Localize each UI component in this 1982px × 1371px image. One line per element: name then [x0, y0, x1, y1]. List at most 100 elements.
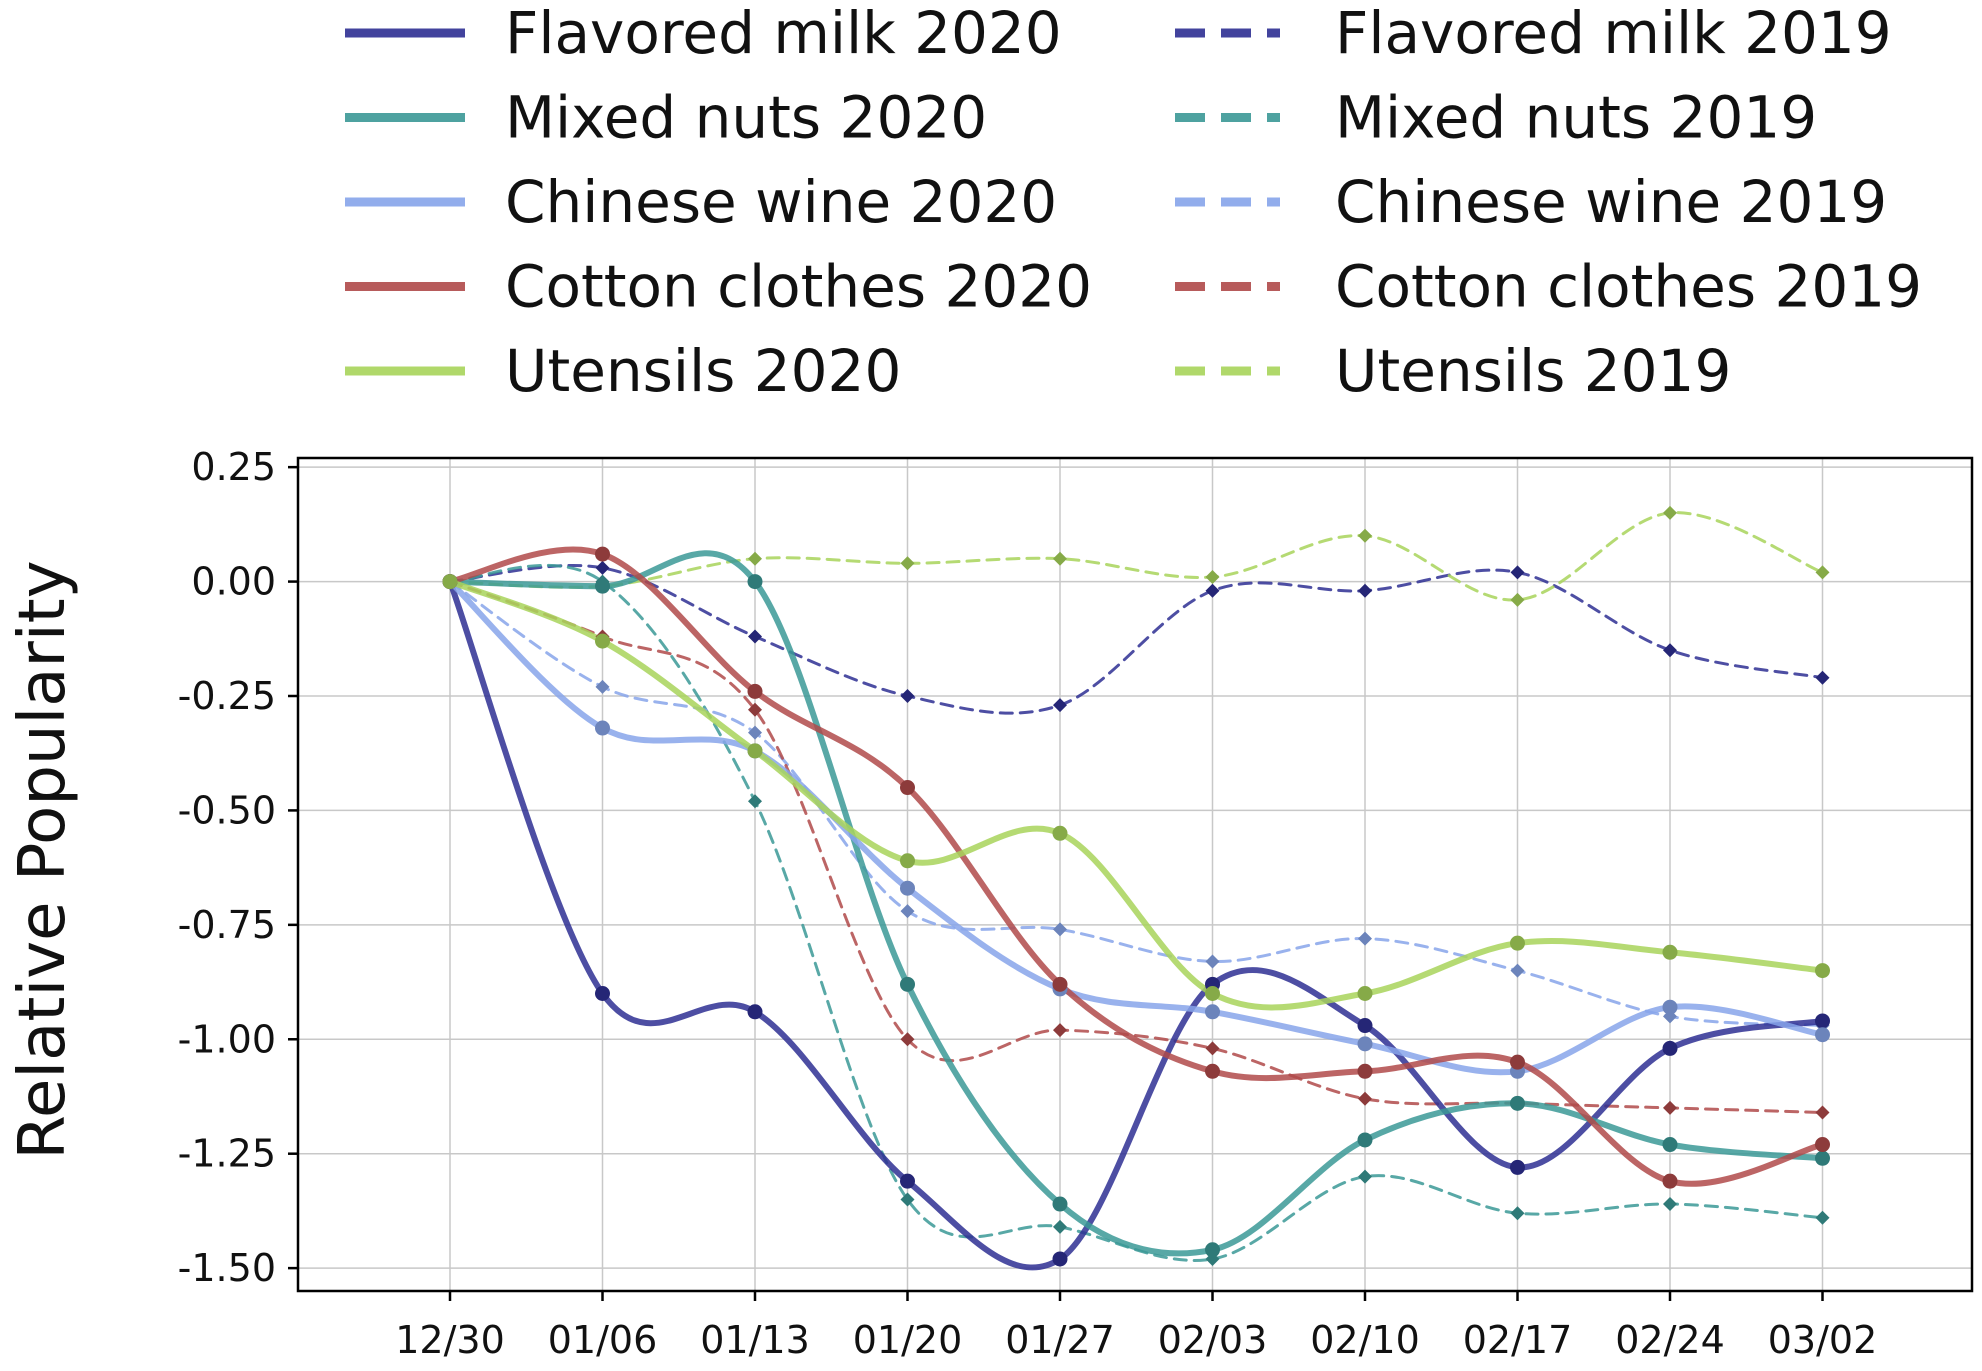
marker-cotton-clothes-2020-4 — [1052, 976, 1068, 992]
series-line-utensils-2020 — [447, 578, 1826, 1011]
marker-cotton-clothes-2019-9 — [1815, 1105, 1830, 1120]
marker-utensils-2019-2 — [748, 551, 762, 566]
marker-flavored-milk-2019-6 — [1358, 583, 1372, 598]
marker-flavored-milk-2019-1 — [595, 560, 610, 575]
x-tick-label: 03/02 — [1768, 1318, 1878, 1362]
marker-utensils-2019-9 — [1815, 565, 1830, 580]
marker-utensils-2020-4 — [1052, 825, 1068, 841]
y-tick-label: -1.50 — [178, 1246, 276, 1290]
legend-label-flavored-milk-2020: Flavored milk 2020 — [505, 0, 1062, 67]
marker-chinese-wine-2020-1 — [595, 720, 610, 736]
axes: 0.25 0.00 -0.25 -0.50 -0.75 -1.00 -1.25 -1.50 12… — [6, 445, 1974, 1362]
series-line-cotton-clothes-2020 — [447, 546, 1826, 1187]
marker-mixed-nuts-2019-7 — [1510, 1206, 1525, 1221]
series-line-flavored-milk-2019 — [448, 564, 1824, 715]
legend: Flavored milk 2020 Mixed nuts 2020 Chinese… — [345, 0, 1922, 405]
marker-flavored-milk-2020-9 — [1815, 1013, 1830, 1029]
marker-chinese-wine-2019-2 — [748, 725, 762, 740]
marker-cotton-clothes-2019-4 — [1053, 1023, 1067, 1038]
marker-cotton-clothes-2019-3 — [900, 1032, 915, 1047]
marker-utensils-2020-8 — [1662, 944, 1678, 960]
series-line-chinese-wine-2019 — [448, 580, 1824, 1027]
marker-flavored-milk-2019-4 — [1053, 698, 1067, 713]
series-line-utensils-2019 — [448, 511, 1824, 602]
grid — [298, 458, 1972, 1291]
marker-mixed-nuts-2020-6 — [1357, 1132, 1373, 1148]
marker-flavored-milk-2019-7 — [1510, 565, 1525, 580]
legend-label-utensils-2020: Utensils 2020 — [505, 337, 901, 405]
legend-label-chinese-wine-2020: Chinese wine 2020 — [505, 168, 1057, 236]
marker-mixed-nuts-2020-9 — [1815, 1150, 1830, 1166]
x-tick-label: 12/30 — [395, 1318, 505, 1362]
marker-cotton-clothes-2020-6 — [1357, 1063, 1373, 1079]
x-tick-label: 02/17 — [1463, 1318, 1573, 1362]
marker-cotton-clothes-2020-7 — [1510, 1054, 1525, 1070]
marker-flavored-milk-2020-1 — [595, 986, 610, 1001]
y-tick-label: 0.25 — [191, 445, 276, 489]
marker-mixed-nuts-2020-1 — [595, 578, 610, 594]
marker-chinese-wine-2020-5 — [1205, 1004, 1220, 1020]
marker-utensils-2020-2 — [747, 743, 763, 759]
marker-utensils-2020-6 — [1357, 986, 1373, 1001]
marker-cotton-clothes-2020-3 — [900, 780, 915, 796]
marker-cotton-clothes-2020-9 — [1815, 1137, 1830, 1153]
x-tick-label: 01/06 — [548, 1318, 658, 1362]
marker-flavored-milk-2020-7 — [1510, 1159, 1525, 1175]
marker-flavored-milk-2019-3 — [900, 689, 915, 703]
marker-flavored-milk-2019-5 — [1205, 583, 1220, 598]
plot-frame — [296, 456, 1974, 1293]
marker-mixed-nuts-2019-2 — [748, 794, 762, 809]
marker-chinese-wine-2019-6 — [1358, 931, 1372, 946]
marker-cotton-clothes-2020-8 — [1662, 1173, 1678, 1189]
legend-label-utensils-2019: Utensils 2019 — [1335, 337, 1731, 405]
marker-cotton-clothes-2019-8 — [1663, 1100, 1677, 1115]
marker-chinese-wine-2019-3 — [900, 904, 915, 919]
marker-mixed-nuts-2020-4 — [1052, 1196, 1068, 1212]
y-tick-label: -1.25 — [178, 1132, 276, 1176]
marker-chinese-wine-2020-3 — [900, 880, 915, 896]
marker-utensils-2019-8 — [1663, 505, 1677, 520]
series-line-flavored-milk-2020 — [447, 578, 1826, 1271]
marker-utensils-2020-7 — [1510, 935, 1525, 951]
marker-utensils-2019-4 — [1053, 551, 1067, 566]
marker-utensils-2020-3 — [900, 853, 915, 869]
y-tick-label: -0.25 — [178, 674, 276, 718]
marker-utensils-2020-5 — [1205, 986, 1220, 1001]
marker-mixed-nuts-2020-7 — [1510, 1095, 1525, 1111]
series-line-chinese-wine-2020 — [447, 578, 1826, 1076]
x-tick-label: 02/10 — [1310, 1318, 1420, 1362]
x-tick-label: 02/24 — [1615, 1318, 1725, 1362]
x-tick-label: 01/27 — [1005, 1318, 1115, 1362]
marker-mixed-nuts-2019-6 — [1358, 1169, 1372, 1184]
legend-label-cotton-clothes-2019: Cotton clothes 2019 — [1335, 253, 1922, 321]
marker-mixed-nuts-2020-2 — [747, 574, 763, 590]
legend-label-chinese-wine-2019: Chinese wine 2019 — [1335, 168, 1887, 236]
marker-mixed-nuts-2020-3 — [900, 976, 915, 992]
marker-utensils-2019-6 — [1358, 528, 1372, 543]
marker-chinese-wine-2019-4 — [1053, 922, 1067, 937]
y-tick-label: -0.75 — [178, 903, 276, 947]
marker-chinese-wine-2019-1 — [595, 679, 610, 694]
marker-chinese-wine-2020-9 — [1815, 1027, 1830, 1043]
marker-utensils-2020-9 — [1815, 963, 1830, 979]
marker-utensils-2019-3 — [900, 556, 915, 571]
marker-mixed-nuts-2019-4 — [1053, 1219, 1067, 1234]
marker-cotton-clothes-2019-2 — [748, 702, 762, 717]
x-tick-label: 01/20 — [853, 1318, 963, 1362]
marker-chinese-wine-2020-6 — [1357, 1036, 1373, 1052]
y-tick-label: -1.00 — [178, 1017, 276, 1061]
marker-flavored-milk-2020-4 — [1052, 1251, 1068, 1267]
series-markers — [442, 505, 1830, 1267]
legend-label-mixed-nuts-2019: Mixed nuts 2019 — [1335, 84, 1817, 152]
marker-flavored-milk-2019-2 — [748, 629, 762, 644]
marker-chinese-wine-2020-8 — [1662, 999, 1678, 1015]
marker-mixed-nuts-2019-9 — [1815, 1210, 1830, 1225]
marker-flavored-milk-2020-8 — [1662, 1040, 1678, 1056]
marker-cotton-clothes-2020-2 — [747, 683, 763, 699]
y-axis-title: Relative Popularity — [6, 560, 80, 1159]
series-line-mixed-nuts-2020 — [447, 550, 1826, 1257]
marker-cotton-clothes-2019-5 — [1205, 1041, 1220, 1056]
marker-chinese-wine-2019-7 — [1510, 963, 1525, 978]
